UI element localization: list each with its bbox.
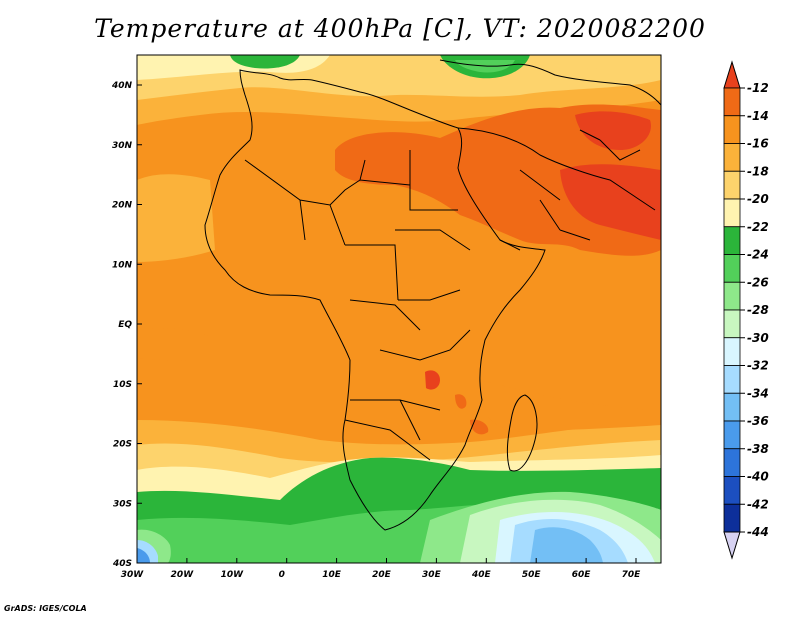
- colorbar-swatch: [723, 365, 741, 394]
- colorbar-swatch: [723, 309, 741, 339]
- colorbar-label: -30: [747, 331, 769, 345]
- colorbar-swatch: [723, 87, 741, 117]
- colorbar-swatch: [723, 170, 741, 200]
- lon-label: 30E: [422, 570, 442, 580]
- lat-label: EQ: [118, 320, 132, 330]
- colorbar-label: -16: [747, 137, 769, 151]
- colorbar-swatch: [723, 226, 741, 255]
- colorbar-label: -14: [747, 109, 769, 123]
- lat-label: 10N: [112, 260, 133, 270]
- colorbar-label: -36: [747, 414, 769, 428]
- plot-frame: [136, 54, 662, 564]
- colorbar-label: -28: [747, 303, 769, 317]
- lat-label: 20N: [112, 201, 133, 211]
- lat-label: 20S: [113, 440, 132, 450]
- colorbar-swatch: [723, 254, 741, 283]
- lon-label: 20E: [372, 570, 392, 580]
- colorbar-swatch: [723, 281, 741, 311]
- lon-label: 70E: [622, 570, 642, 580]
- colorbar-swatch: [723, 115, 741, 144]
- credit-text: GrADS: IGES/COLA: [4, 604, 87, 613]
- colorbar-label: -20: [747, 192, 769, 206]
- lon-label: 20W: [171, 570, 195, 580]
- colorbar-bottom-triangle: [723, 531, 741, 560]
- colorbar-label: -24: [747, 248, 769, 262]
- colorbar-label: -22: [747, 220, 769, 234]
- colorbar-top-triangle: [723, 60, 741, 89]
- colorbar-swatch: [723, 448, 741, 477]
- colorbar-label: -12: [747, 81, 769, 95]
- colorbar-label: -44: [747, 525, 769, 539]
- lon-label: 50E: [522, 570, 542, 580]
- lat-label: 40S: [112, 559, 132, 569]
- latitude-axis: 40N 30N 20N 10N EQ 10S 20S 30S 40S: [111, 81, 133, 569]
- colorbar-label: -38: [747, 442, 769, 456]
- colorbar-swatch: [723, 503, 741, 533]
- temperature-field: [137, 55, 661, 563]
- longitude-axis: 30W 20W 10W 0 10E 20E 30E 40E 50E 60E 70E: [121, 570, 641, 580]
- lon-label: 60E: [572, 570, 592, 580]
- lon-label: 30W: [121, 570, 145, 580]
- lon-label: 10W: [221, 570, 245, 580]
- lon-label: 40E: [471, 570, 492, 580]
- colorbar-label: -18: [747, 164, 769, 178]
- colorbar-label: -40: [747, 470, 769, 484]
- lat-label: 40N: [111, 81, 133, 91]
- colorbar-swatch: [723, 198, 741, 228]
- lat-label: 10S: [113, 380, 132, 390]
- colorbar-swatch: [723, 420, 741, 450]
- colorbar-label: -26: [747, 275, 769, 289]
- colorbar-swatch: [723, 476, 741, 505]
- lon-label: 0: [279, 570, 285, 580]
- colorbar-label: -42: [747, 497, 769, 511]
- axis-ticks: [136, 84, 637, 564]
- colorbar-swatch: [723, 143, 741, 172]
- lon-label: 10E: [322, 570, 342, 580]
- colorbar: -12 -14 -16 -18 -20 -22 -24 -26 -28 -30 -32 -34 -36 -…: [723, 60, 769, 560]
- map-title: Temperature at 400hPa [C], VT: 202008220…: [94, 14, 706, 43]
- colorbar-swatch: [723, 392, 741, 422]
- colorbar-label: -32: [747, 359, 769, 373]
- lat-label: 30N: [112, 141, 133, 151]
- colorbar-label: -34: [747, 386, 769, 400]
- colorbar-swatch: [723, 337, 741, 366]
- lat-label: 30S: [113, 499, 132, 509]
